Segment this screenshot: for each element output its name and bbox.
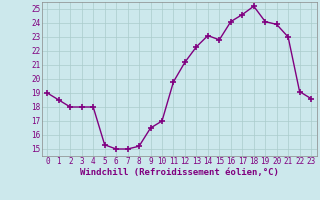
X-axis label: Windchill (Refroidissement éolien,°C): Windchill (Refroidissement éolien,°C) (80, 168, 279, 177)
